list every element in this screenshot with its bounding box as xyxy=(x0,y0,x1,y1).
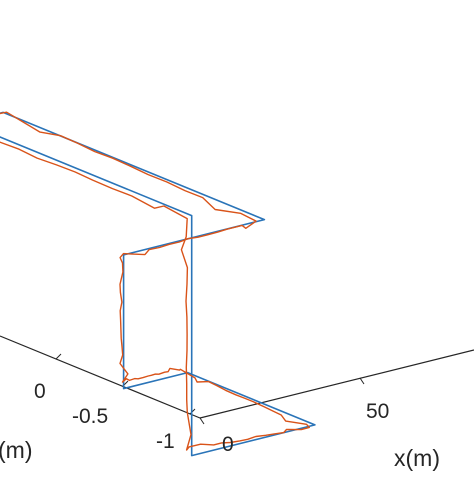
y-axis-label: (m) xyxy=(0,437,32,463)
x-axis-line xyxy=(199,349,474,419)
estimated-trajectory-line xyxy=(0,111,310,451)
y-tick-mark xyxy=(55,353,62,360)
reference-trajectory-line xyxy=(0,111,316,457)
x-tick-mark xyxy=(359,377,365,385)
x-tick-label: 0 xyxy=(222,433,234,456)
tick-labels: 0 -0.5 -1 0 50 (m) x(m) xyxy=(0,380,440,471)
y-tick-label: 0 xyxy=(34,380,46,403)
x-axis-label: x(m) xyxy=(394,445,440,471)
y-tick-label: -0.5 xyxy=(72,405,108,428)
y-axis-line xyxy=(0,335,201,419)
series-layer xyxy=(0,111,316,457)
x-tick-mark xyxy=(199,417,205,425)
x-tick-label: 50 xyxy=(366,400,389,423)
y-tick-label: -1 xyxy=(156,430,175,453)
